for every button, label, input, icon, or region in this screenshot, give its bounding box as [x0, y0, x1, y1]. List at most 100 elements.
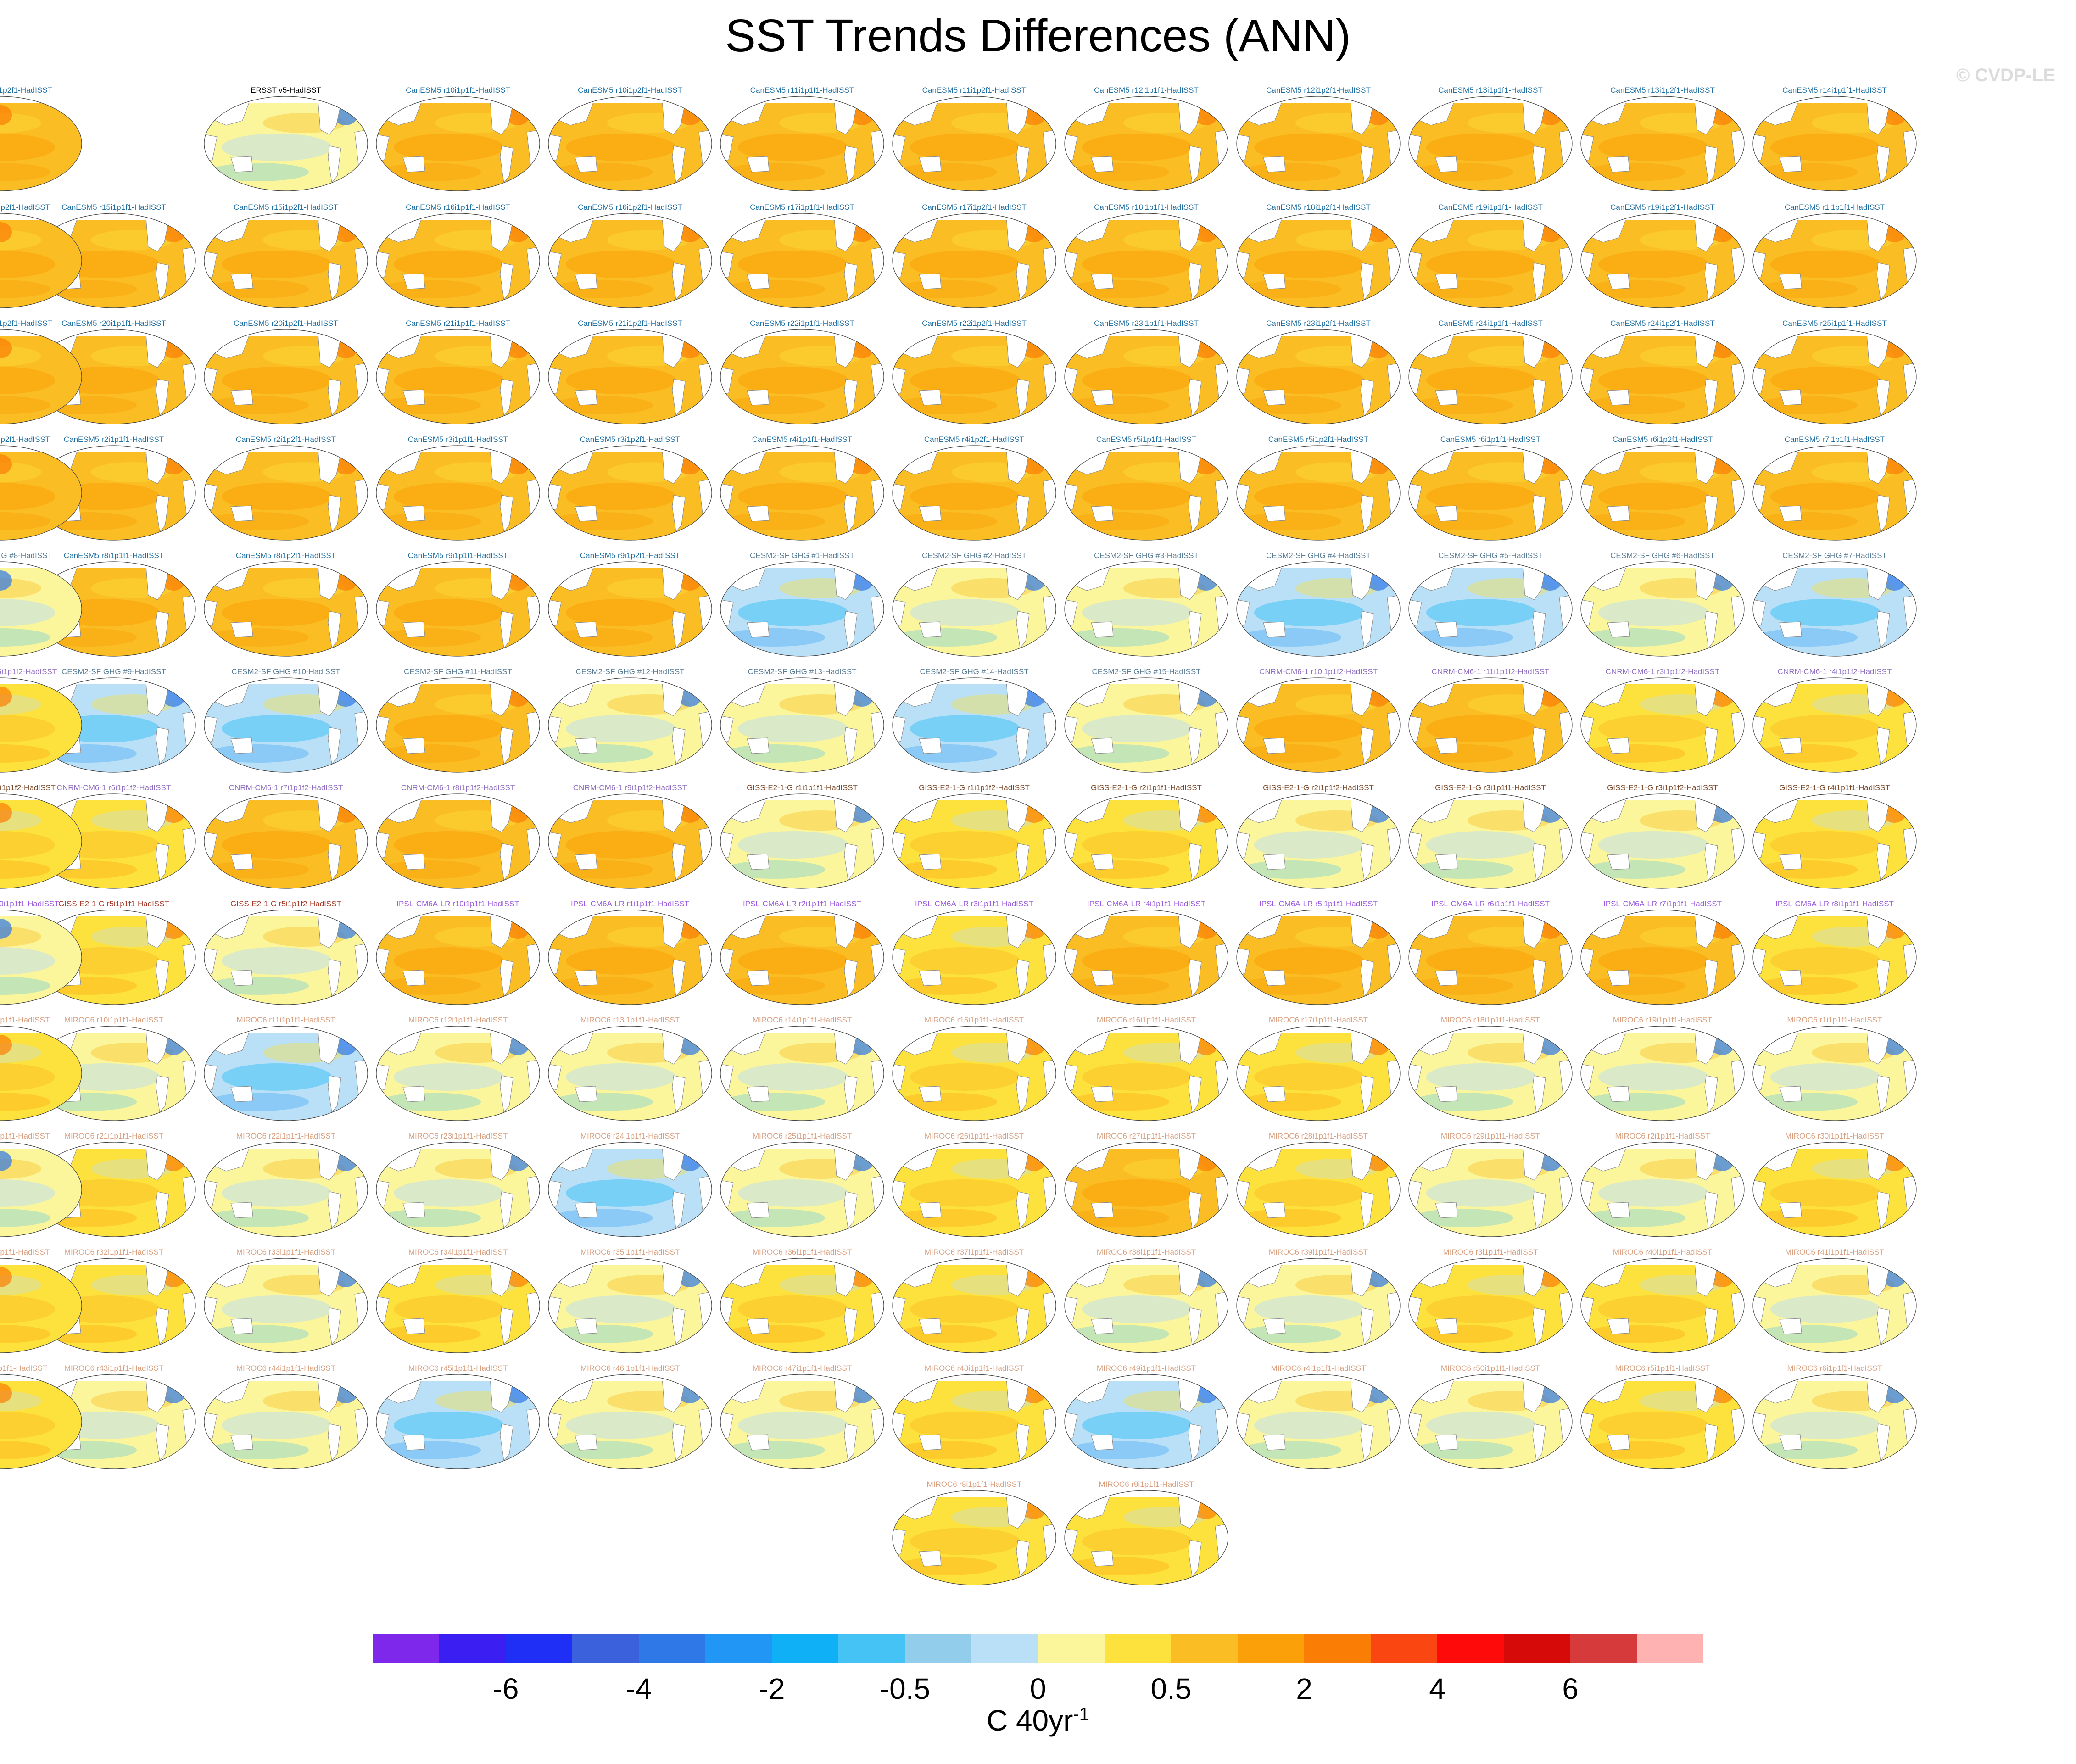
africa-west-land	[1237, 1412, 1250, 1440]
panel-title: GISS-E2-1-G r3i1p1f2-HadISST	[1607, 783, 1718, 792]
sst-band	[738, 947, 848, 975]
map-outline	[1752, 1142, 1917, 1237]
north-atlantic-patch	[0, 454, 12, 474]
panel-title: MIROC6 r30i1p1f1-HadISST	[1785, 1132, 1884, 1140]
south-america-land	[844, 843, 858, 881]
panel-title: CanESM5 r10i1p1f1-HadISST	[406, 86, 510, 95]
sst-band	[724, 163, 825, 181]
africa-land	[1731, 246, 1744, 282]
africa-west-land	[893, 483, 906, 512]
australia-land	[919, 1318, 942, 1334]
panel-title: MIROC6 r39i1p1f1-HadISST	[1269, 1248, 1368, 1256]
south-america-land	[156, 495, 169, 533]
sst-band	[910, 1063, 1020, 1091]
sst-band	[910, 1295, 1020, 1323]
sst-band	[1598, 483, 1708, 510]
south-america-land	[1016, 145, 1030, 184]
sst-band	[1068, 280, 1169, 298]
south-america-land	[1876, 262, 1890, 301]
sst-band	[552, 1093, 653, 1111]
sst-band	[896, 1093, 997, 1111]
colorbar-swatch	[373, 1634, 439, 1663]
map-panel: ERSST v5-HadISST	[204, 86, 368, 191]
panel-title: IPSL-CM6A-LR r2i1p1f1-HadISST	[743, 899, 861, 908]
map-panel: CanESM5 r1i1p1f1-HadISST	[1752, 203, 1917, 308]
panel-title: MIROC6 r3i1p1f1-HadISST	[1443, 1248, 1538, 1256]
africa-land	[871, 711, 884, 746]
colorbar-swatch	[639, 1634, 705, 1663]
australia-land	[919, 389, 942, 406]
sst-band	[1068, 1325, 1169, 1343]
map-outline	[204, 213, 368, 308]
australia-land	[747, 1434, 770, 1451]
south-america-land	[1360, 843, 1374, 881]
africa-west-land	[1581, 251, 1594, 279]
south-america-land	[1876, 495, 1890, 533]
australia-land	[1779, 1202, 1802, 1218]
africa-land	[1731, 129, 1744, 165]
australia-land	[1435, 1202, 1458, 1218]
panel-title: GISS-E2-1-G r4i1p1f1-HadISST	[1779, 783, 1890, 792]
map-panel: CanESM5 r23i1p1f1-HadISST	[1064, 319, 1228, 424]
australia-land	[402, 1202, 425, 1218]
sst-band	[1757, 1325, 1858, 1343]
map-panel: MIROC6 r25i1p1f1-HadISST	[720, 1132, 884, 1237]
africa-land	[698, 1059, 712, 1094]
africa-land	[1731, 1175, 1744, 1211]
sst-band	[222, 251, 332, 278]
africa-land	[526, 1407, 540, 1443]
south-america-land	[844, 1307, 858, 1345]
panel-title: CanESM5 r7i1p2f1-HadISST	[0, 435, 50, 444]
australia-land	[1263, 621, 1286, 638]
panel-title: MIROC6 r38i1p1f1-HadISST	[1097, 1248, 1196, 1256]
africa-west-land	[720, 1412, 734, 1440]
africa-west-land	[893, 948, 906, 976]
sst-band	[1598, 251, 1708, 278]
map-panel: MIROC6 r23i1p1f1-HadISST	[376, 1132, 540, 1237]
africa-west-land	[1581, 1412, 1594, 1440]
sst-band	[208, 280, 309, 298]
map-outline	[1752, 1258, 1917, 1353]
sst-band	[896, 396, 997, 414]
australia-land	[575, 621, 597, 638]
sst-band	[1757, 1093, 1858, 1111]
panel-title: GISS-E2-1-G r1i1p1f2-HadISST	[919, 783, 1030, 792]
map-panel: MIROC6 r2i1p1f1-HadISST	[1580, 1132, 1745, 1237]
map-outline	[1236, 445, 1401, 541]
panel-title: CanESM5 r10i1p2f1-HadISST	[578, 86, 682, 95]
south-america-land	[672, 843, 686, 881]
sst-band	[896, 977, 997, 995]
map-outline	[1408, 1374, 1573, 1469]
south-america-land	[328, 611, 341, 649]
panel-title: CanESM5 r16i1p1f1-HadISST	[406, 203, 510, 212]
panel-title: CNRM-CM6-1 r6i1p1f2-HadISST	[57, 783, 171, 792]
panel-title: MIROC6 r28i1p1f1-HadISST	[1269, 1132, 1368, 1140]
panel-title: CanESM5 r11i1p2f1-HadISST	[922, 86, 1026, 95]
south-america-land	[1360, 262, 1374, 301]
panel-title: IPSL-CM6A-LR r10i1p1f1-HadISST	[396, 899, 519, 908]
sst-band	[738, 1063, 848, 1091]
africa-land	[1559, 479, 1572, 514]
map-outline	[1408, 793, 1573, 889]
africa-land	[526, 1059, 540, 1094]
south-america-land	[844, 145, 858, 184]
africa-land	[354, 246, 368, 282]
sst-band	[566, 1412, 676, 1439]
sst-band	[896, 280, 997, 298]
south-america-land	[672, 495, 686, 533]
map-outline	[1064, 910, 1228, 1005]
sst-band	[724, 280, 825, 298]
africa-land	[354, 363, 368, 398]
africa-west-land	[1237, 367, 1250, 396]
africa-land	[1731, 711, 1744, 746]
panel-title: MIROC6 r14i1p1f1-HadISST	[753, 1016, 852, 1024]
sst-band	[208, 628, 309, 647]
map-panel: MIROC6 r1i1p1f1-HadISST	[1752, 1016, 1917, 1121]
sst-band	[0, 280, 50, 298]
africa-land	[698, 479, 712, 514]
sst-band	[1585, 860, 1685, 879]
australia-land	[1435, 737, 1458, 754]
africa-land	[1903, 129, 1916, 165]
africa-west-land	[1753, 715, 1766, 744]
africa-west-land	[1409, 367, 1422, 396]
